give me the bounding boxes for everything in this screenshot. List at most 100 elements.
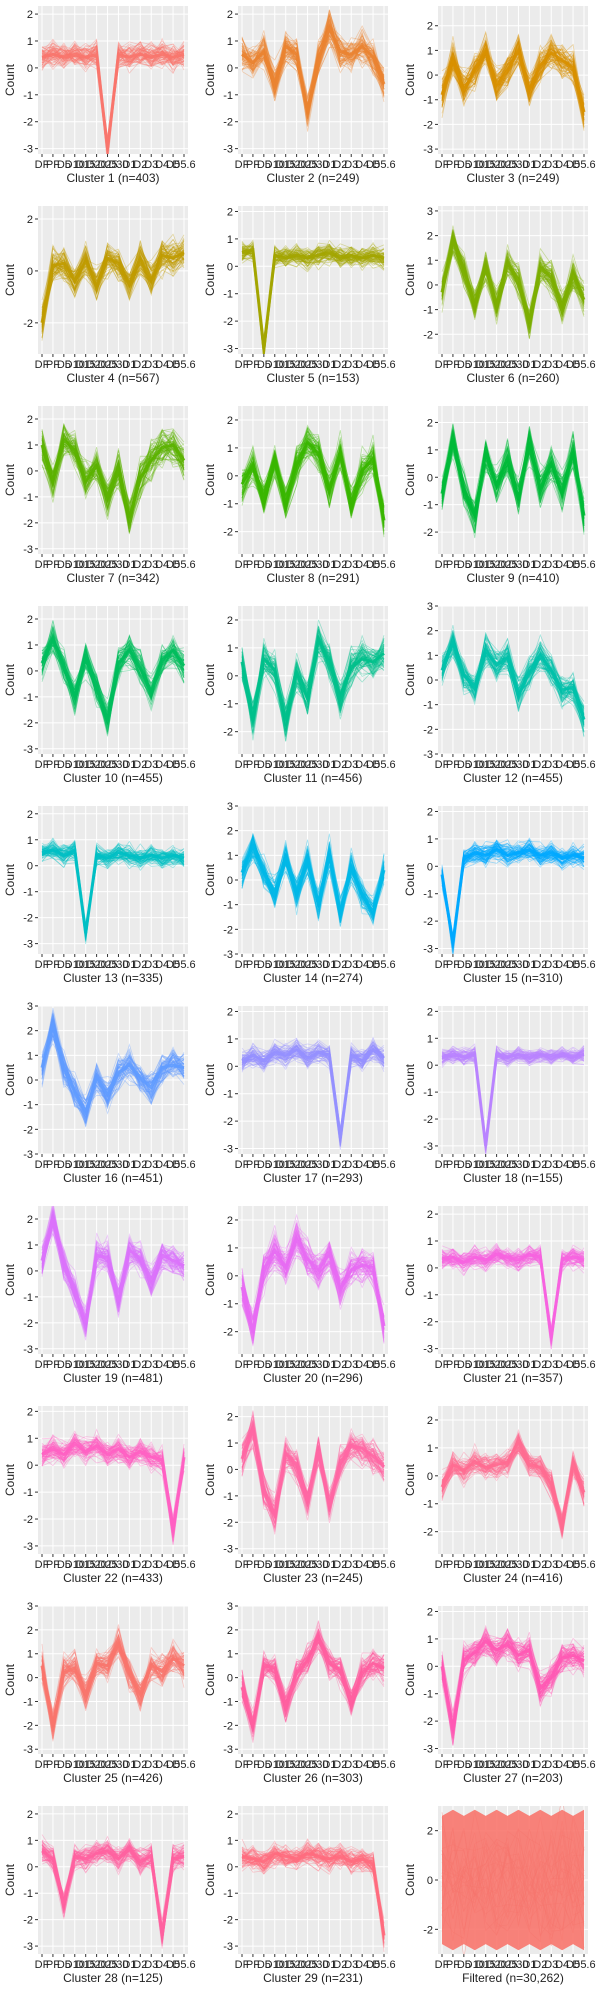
y-tick-label: 1 [227, 234, 233, 246]
series-line [41, 638, 185, 732]
cluster-panel-20: -2 -1 0 1 2 DF PF D5 D10 D15 D20 D25 D30 D1 D2 D3 D4 D5 D5… [200, 1200, 400, 1400]
x-tick-label: D5.6 [572, 1359, 595, 1371]
series-line [441, 643, 585, 728]
x-tick-label: PF [246, 759, 260, 771]
series-line [241, 1238, 385, 1325]
series-line [241, 1051, 385, 1147]
x-tick-label: D4 [355, 1959, 369, 1971]
y-tick-label: -2 [23, 1720, 33, 1732]
y-tick-label: 2 [27, 614, 33, 626]
series-line [41, 247, 185, 308]
series-line [241, 1637, 385, 1725]
y-tick-label: 2 [427, 1606, 433, 1618]
x-tick-label: D1 [522, 959, 536, 971]
series-line [241, 1428, 385, 1529]
x-tick-label: D5.6 [172, 559, 195, 571]
cluster-panel-25: -3 -2 -1 0 1 2 3 DF PF D5 D10 D15 D20 D25 D30 D1 D2 D3 D4 D… [0, 1600, 200, 1800]
series-line [241, 1428, 385, 1521]
x-tick-label: D10 [65, 1959, 85, 1971]
x-tick-label: D5.6 [172, 159, 195, 171]
x-tick-label: D5.6 [572, 559, 595, 571]
x-tick-label: D1 [522, 1759, 536, 1771]
y-tick-label: 2 [427, 1415, 433, 1427]
series-line [241, 1226, 385, 1341]
series-lines [241, 9, 386, 132]
y-axis-label: Count [403, 1663, 417, 1696]
series-line [441, 1628, 585, 1733]
y-tick-label: -1 [223, 1696, 233, 1708]
x-tick-label: D15 [476, 1959, 496, 1971]
series-line [41, 443, 185, 527]
series-line [41, 1633, 185, 1717]
series-lines [240, 832, 386, 928]
series-line [441, 225, 585, 325]
x-tick-label: D30 [508, 759, 528, 771]
x-tick-label: DF [435, 1959, 450, 1971]
x-tick-label: D1 [122, 359, 136, 371]
x-tick-label: D30 [508, 1159, 528, 1171]
series-line [441, 243, 585, 323]
series-profile-line [440, 438, 586, 521]
y-tick-label: -1 [223, 289, 233, 301]
x-tick-label: D2 [133, 1959, 147, 1971]
series-line [41, 1640, 185, 1728]
series-line [241, 23, 385, 99]
y-tick-label: -2 [423, 1114, 433, 1126]
series-profile-line [41, 1846, 185, 1936]
series-line [41, 1216, 185, 1326]
series-line [441, 635, 585, 710]
series-line [41, 841, 185, 938]
series-line [241, 1242, 385, 1333]
x-tick-label: D5 [166, 359, 180, 371]
series-profile-line [240, 1236, 386, 1333]
y-tick-label: 2 [27, 9, 33, 21]
series-line [241, 1225, 385, 1347]
series-line [241, 1231, 385, 1325]
x-tick-label: DF [235, 359, 250, 371]
cluster-panel-17: -3 -2 -1 0 1 2 DF PF D5 D10 D15 D20 D25 D30 D1 D2 D3 D4 D5… [200, 1000, 400, 1200]
x-tick-label: D10 [465, 1359, 485, 1371]
x-tick-label: D15 [276, 1559, 296, 1571]
x-tick-label: D3 [344, 1359, 358, 1371]
series-line [41, 1644, 185, 1724]
y-tick-label: 0 [227, 63, 233, 75]
y-tick-label: -1 [23, 1292, 33, 1304]
panel-title: Cluster 19 (n=481) [63, 1371, 163, 1385]
y-axis-label: Count [403, 663, 417, 696]
x-tick-label: PF [246, 1159, 260, 1171]
series-line [41, 438, 185, 519]
y-tick-label: -2 [23, 1318, 33, 1330]
x-tick-label: D5 [257, 759, 271, 771]
y-axis-label: Count [3, 1663, 17, 1696]
x-tick-label: D1 [122, 959, 136, 971]
series-line [41, 438, 185, 506]
series-profile-line [441, 1052, 585, 1147]
series-line [41, 842, 185, 939]
series-line [41, 240, 185, 332]
series-line [441, 839, 585, 945]
series-line [441, 1045, 585, 1139]
x-tick-label: D2 [533, 1159, 547, 1171]
x-tick-label: D1 [522, 1359, 536, 1371]
series-line [41, 445, 185, 505]
series-line [441, 631, 585, 708]
series-line [241, 1850, 385, 1936]
y-tick-label: -2 [223, 1116, 233, 1128]
series-line [441, 1640, 585, 1728]
x-tick-label: D30 [108, 959, 128, 971]
series-line [441, 1634, 585, 1725]
series-line [241, 1046, 385, 1139]
x-tick-label: PF [446, 159, 460, 171]
y-tick-label: -3 [423, 1744, 433, 1756]
series-line [41, 843, 185, 928]
series-line [41, 1624, 185, 1716]
series-line [241, 1241, 385, 1340]
series-line [441, 843, 585, 940]
x-tick-label: D15 [76, 359, 96, 371]
x-tick-label: D1 [522, 1959, 536, 1971]
series-line [241, 1850, 385, 1924]
y-tick-label: -2 [223, 316, 233, 328]
series-line [241, 1620, 385, 1738]
series-line [41, 1439, 185, 1535]
x-tick-label: D5 [457, 359, 471, 371]
